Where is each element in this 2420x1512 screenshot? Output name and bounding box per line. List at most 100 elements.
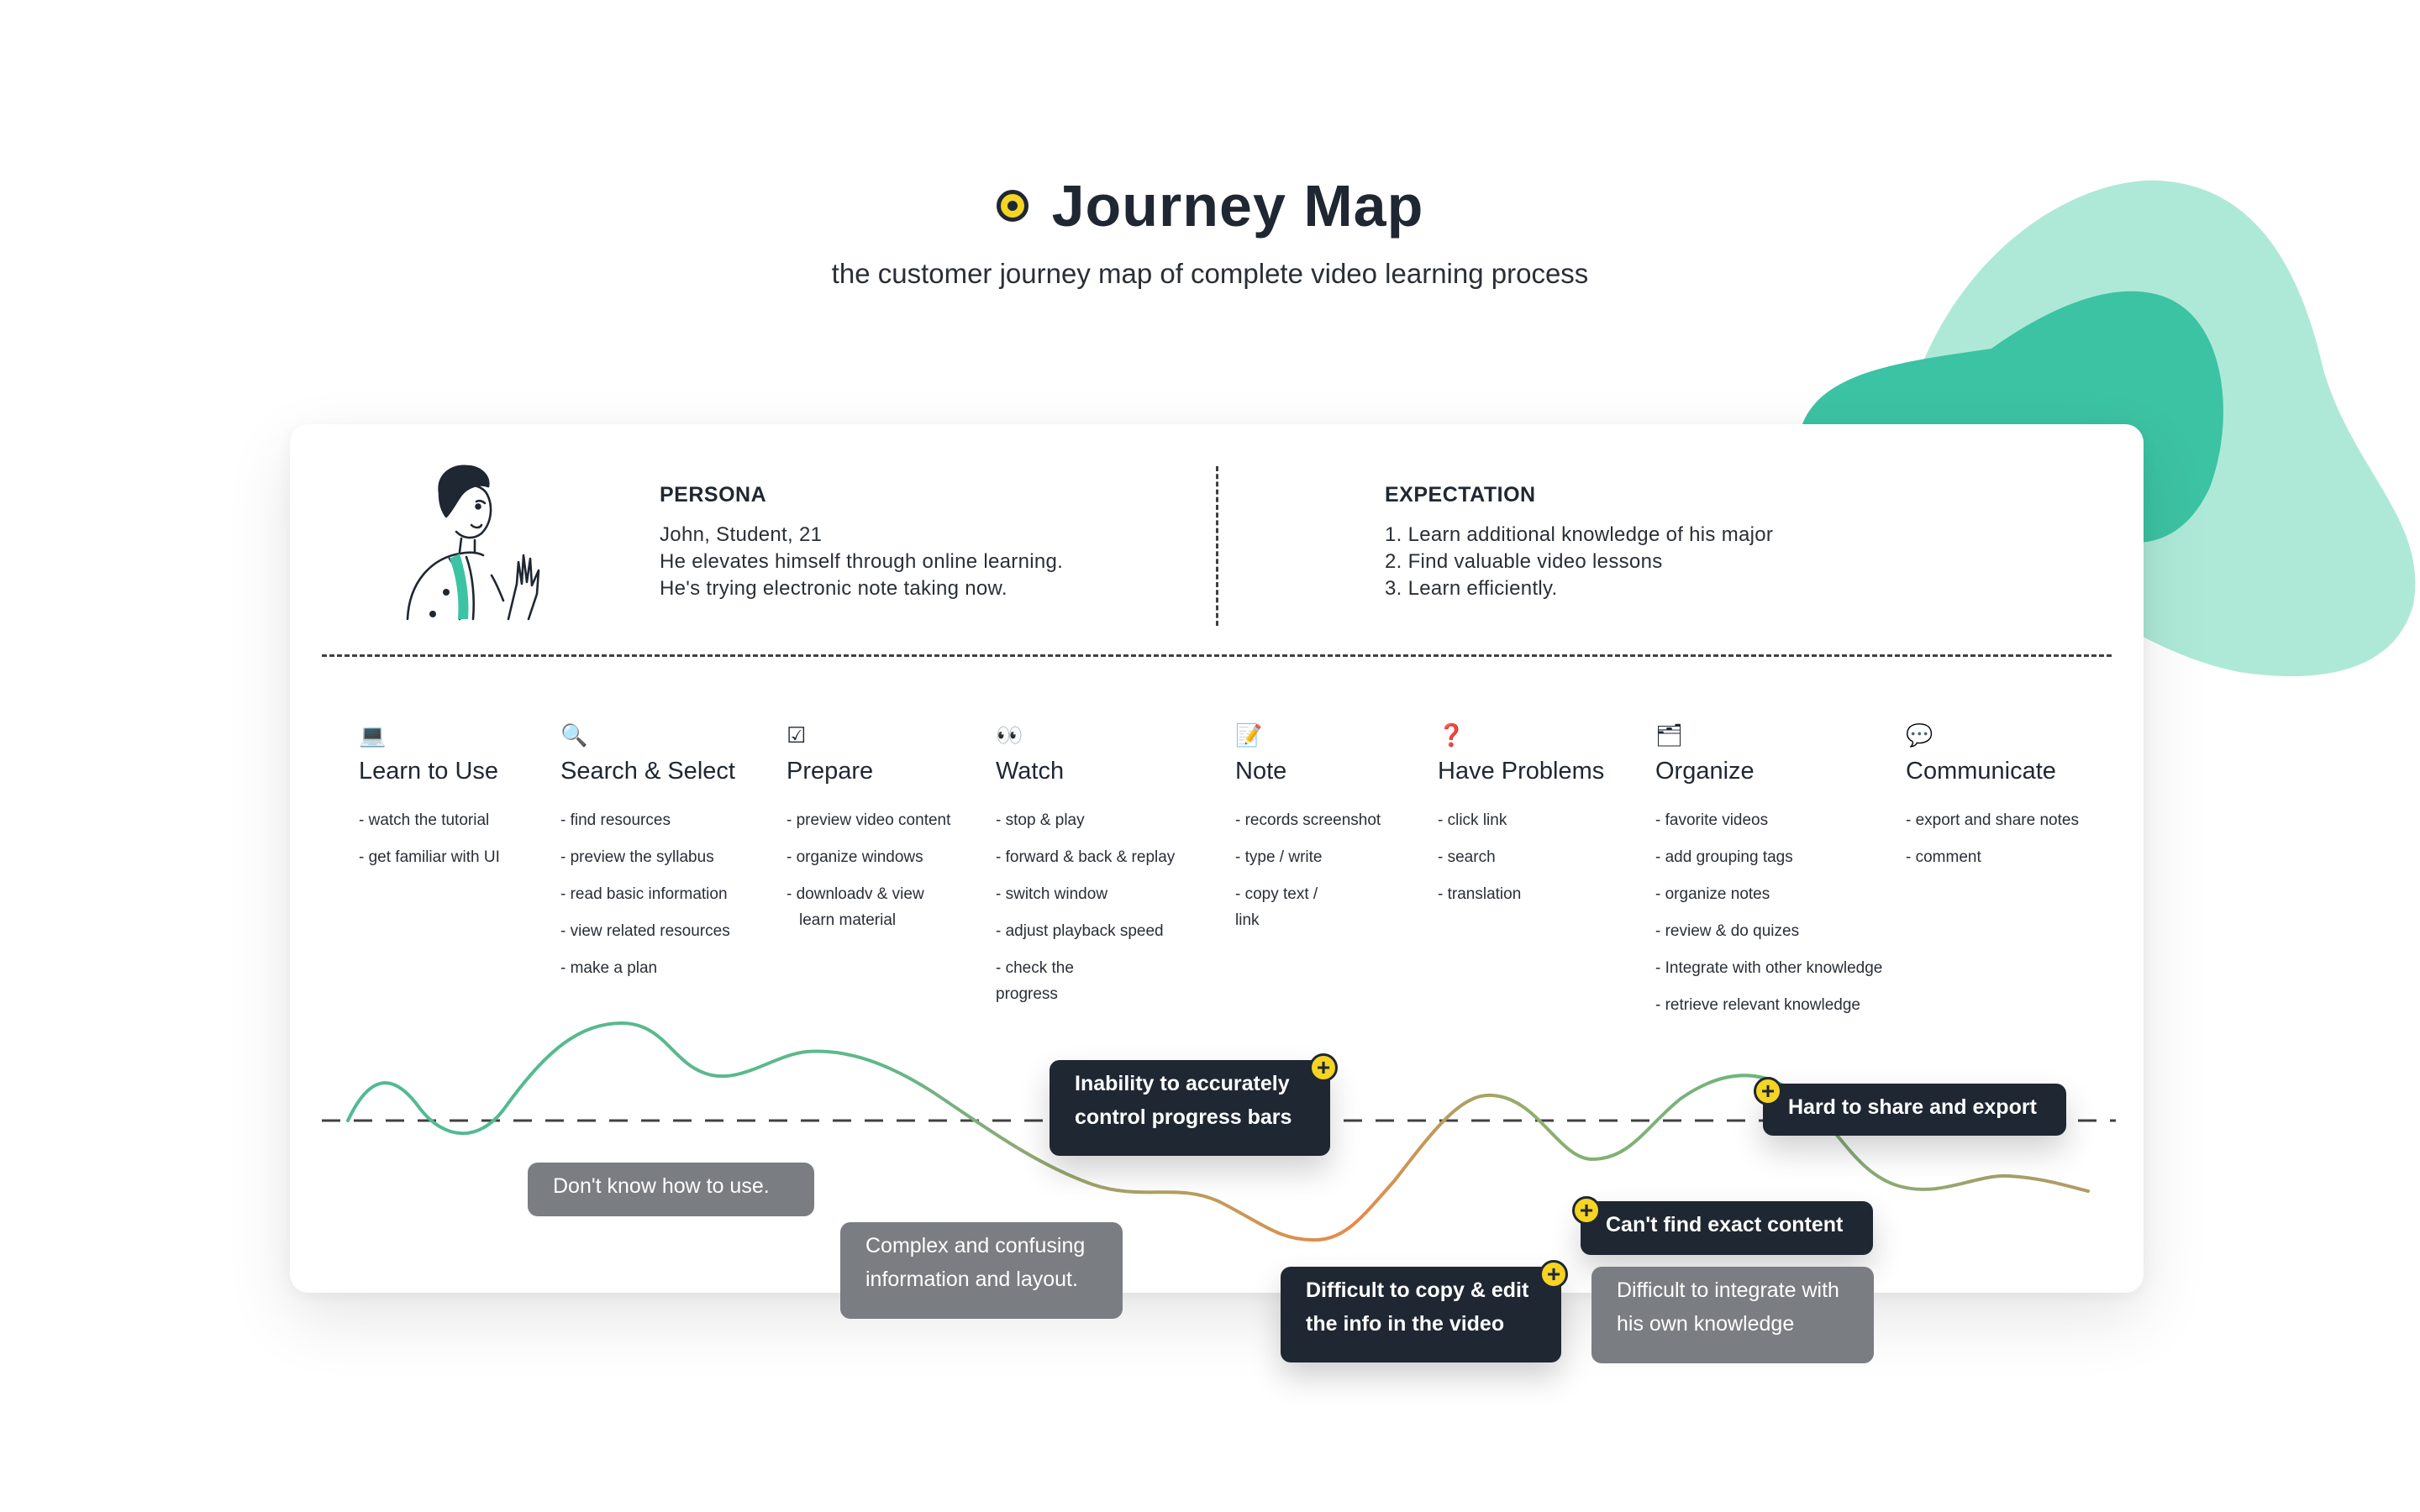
stage-item: progress [996,985,1058,1003]
page-header: Journey Map the customer journey map of … [0,172,2420,290]
stage-item: - review & do quizes [1655,922,1800,940]
memo-icon: 📝 [1235,722,1263,748]
magnifier-icon: 🔍 [560,722,588,748]
speech-bubble-icon: 💬 [1906,722,1933,748]
stage-list: - records screenshot - type / write - co… [1235,807,1381,933]
plus-circle-icon[interactable]: + [1309,1053,1338,1082]
stage-item: - comment [1906,848,1981,866]
pain-point-box: Can't find exact content [1581,1201,1873,1255]
pain-point-text: information and layout. [865,1268,1078,1291]
stage-item: - switch window [996,885,1108,903]
pain-point-text: the info in the video [1306,1312,1505,1336]
stage-item: - preview video content [786,811,951,829]
stage-item: - downloadv & view [786,885,924,903]
stage-name: Note [1235,758,1287,785]
page-title: Journey Map [1051,173,1424,239]
stage-item: - watch the tutorial [359,811,490,829]
plus-circle-icon[interactable]: + [1572,1196,1601,1225]
stage-name: Communicate [1906,758,2056,785]
pain-point-text: Hard to share and export [1788,1095,2037,1119]
stage-name: Search & Select [560,758,735,785]
section-divider [322,654,2112,657]
expectation-line: 2. Find valuable video lessons [1385,550,1663,573]
persona-illustration [406,465,540,621]
stage-item: - get familiar with UI [359,848,500,866]
persona-divider [1216,466,1218,626]
stage-item: - retrieve relevant knowledge [1655,996,1860,1014]
pain-point-text: Can't find exact content [1606,1213,1844,1236]
stage-item: - stop & play [996,811,1085,829]
title-row: Journey Map [996,172,1424,239]
expectation-line: 3. Learn efficiently. [1385,577,1558,600]
stage-item: - read basic information [560,885,728,903]
target-dot-icon [996,190,1028,222]
stage-list: - export and share notes - comment [1906,807,2079,870]
stage-item: learn material [799,911,897,929]
plus-circle-icon[interactable]: + [1539,1260,1568,1289]
stage-item: - adjust playback speed [996,922,1164,940]
pain-point-box: Don't know how to use. [528,1163,814,1216]
stage-item: - preview the syllabus [560,848,714,866]
pain-point-text: Difficult to copy & edit [1306,1278,1529,1302]
stage-list: - stop & play - forward & back & replay … [996,807,1175,1007]
plus-circle-icon[interactable]: + [1754,1077,1782,1105]
persona-label: PERSONA [660,483,767,507]
stage-item: - add grouping tags [1655,848,1793,866]
stage-communicate: 💬 Communicate - export and share notes -… [1906,722,2079,881]
eyes-icon: 👀 [996,722,1023,748]
question-icon: ❓ [1438,722,1465,748]
expectation-label: EXPECTATION [1385,483,1536,507]
page-subtitle: the customer journey map of complete vid… [831,258,1589,289]
stage-item: - click link [1438,811,1507,829]
stage-name: Prepare [786,758,874,785]
persona-line: John, Student, 21 [660,523,823,546]
stage-item: - translation [1438,885,1522,903]
stage-organize: 🗂 Organize - favorite videos - add group… [1655,722,1882,1029]
stage-item: - records screenshot [1235,811,1381,829]
pain-point-text: Complex and confusing [865,1234,1086,1257]
stage-item: - check the [996,959,1074,977]
stage-item: - view related resources [560,922,730,940]
stage-item: - organize notes [1655,885,1770,903]
stage-item: - export and share notes [1906,811,2079,829]
pain-point-text: his own knowledge [1617,1312,1795,1336]
pain-point-text: Don't know how to use. [553,1174,770,1198]
stage-list: - favorite videos - add grouping tags - … [1655,807,1882,1018]
stage-name: Learn to Use [359,758,499,785]
stage-item: - search [1438,848,1496,866]
stage-list: - find resources - preview the syllabus … [560,807,735,981]
folder-icon: 🗂 [1655,722,1684,748]
stage-list: - preview video content - organize windo… [786,807,950,933]
stage-item: - forward & back & replay [996,848,1176,866]
stage-name: Watch [996,758,1065,785]
stage-item: - organize windows [786,848,923,866]
pain-point-text: Difficult to integrate with [1617,1278,1839,1302]
pain-point-text: control progress bars [1075,1105,1292,1129]
stage-name: Organize [1655,758,1754,785]
stage-item: link [1235,911,1260,929]
stage-search-select: 🔍 Search & Select - find resources - pre… [560,722,735,992]
laptop-icon: 💻 [359,722,387,748]
expectation-line: 1. Learn additional knowledge of his maj… [1385,523,1774,546]
pain-point-box: Difficult to integrate with his own know… [1591,1267,1874,1363]
stage-watch: 👀 Watch - stop & play - forward & back &… [996,722,1175,1018]
pain-point-box: Inability to accurately control progress… [1050,1060,1330,1156]
persona-line: He's trying electronic note taking now. [660,577,1007,600]
stage-item: - make a plan [560,959,658,977]
stage-name: Have Problems [1438,758,1605,785]
stage-item: - favorite videos [1655,811,1769,829]
stage-have-problems: ❓ Have Problems - click link - search - … [1438,722,1604,918]
stage-prepare: ☑ Prepare - preview video content - orga… [786,722,950,944]
pain-point-box: Complex and confusing information and la… [840,1222,1123,1319]
stage-item: - copy text / [1235,885,1318,903]
stage-list: - click link - search - translation [1438,807,1604,907]
checkbox-icon: ☑ [786,722,807,748]
stage-item: - type / write [1235,848,1323,866]
stage-learn-to-use: 💻 Learn to Use - watch the tutorial - ge… [359,722,500,881]
stage-item: - Integrate with other knowledge [1655,959,1883,977]
pain-point-box: Hard to share and export [1763,1084,2066,1136]
stage-note: 📝 Note - records screenshot - type / wri… [1235,722,1381,944]
persona-line: He elevates himself through online learn… [660,550,1064,573]
pain-point-box: Difficult to copy & edit the info in the… [1281,1267,1561,1362]
